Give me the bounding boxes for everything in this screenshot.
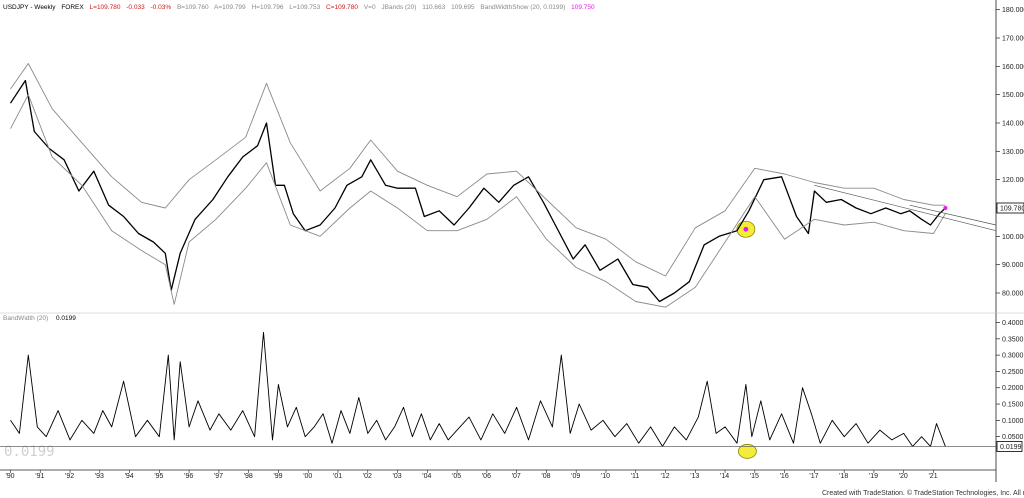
header-study2-value: 109.750: [571, 4, 595, 11]
bandwidth-tick-label: 0.3000: [1002, 353, 1024, 360]
date-tick-label: '18: [839, 473, 848, 480]
last-price-label: 109.780: [1000, 206, 1024, 213]
date-tick-label: '90: [5, 473, 14, 480]
date-tick-label: '91: [35, 473, 44, 480]
header-last: L=109.780: [90, 4, 121, 11]
date-tick-label: '95: [154, 473, 163, 480]
footer-credit: Created with TradeStation. © TradeStatio…: [822, 489, 1024, 497]
price-tick-label: 130.000: [1002, 149, 1024, 156]
price-tick-label: 100.000: [1002, 234, 1024, 241]
header-change-pct: -0.03%: [151, 4, 172, 11]
date-tick-label: '92: [65, 473, 74, 480]
date-tick-label: '09: [571, 473, 580, 480]
date-tick-label: '11: [631, 473, 640, 480]
date-tick-label: '14: [720, 473, 729, 480]
price-tick-label: 150.000: [1002, 92, 1024, 99]
date-tick-label: '19: [869, 473, 878, 480]
highlight-ellipse-bandwidth: [737, 443, 757, 459]
series-line-usdjpy: [9, 79, 946, 303]
series-line-bandwidth: [10, 331, 946, 447]
last-price-box: [996, 202, 1024, 214]
price-tick-label: 170.000: [1002, 36, 1024, 43]
lower-panel-watermark: 0.0199: [4, 444, 55, 460]
header-band-upper: 110.663: [422, 4, 445, 11]
last-bandwidth-box: [996, 441, 1023, 452]
header-ask: A=109.799: [214, 4, 246, 11]
bandwidth-tick-label: 0.3500: [1002, 336, 1024, 343]
header-symbol: USDJPY - Weekly: [3, 4, 56, 11]
marker-2021: [943, 206, 948, 210]
header-close: C=109.780: [326, 4, 358, 11]
header-market: FOREX: [61, 4, 84, 11]
date-tick-label: '10: [601, 473, 610, 480]
lower-panel-caption: BandWidth (20) 0.0199: [3, 315, 76, 322]
price-tick-label: 160.000: [1002, 64, 1024, 71]
series-line-trendline-1: [814, 184, 997, 232]
date-tick-label: '96: [184, 473, 193, 480]
date-tick-label: '17: [809, 473, 818, 480]
date-tick-label: '03: [393, 473, 402, 480]
date-tick-label: '21: [928, 473, 937, 480]
date-tick-label: '05: [452, 473, 461, 480]
date-tick-label: '15: [750, 473, 759, 480]
header-band-lower: 109.695: [451, 4, 475, 11]
bandwidth-tick-label: 0.4000: [1002, 320, 1024, 327]
price-tick-label: 120.000: [1002, 177, 1024, 184]
bandwidth-tick-label: 0.2000: [1002, 385, 1024, 392]
date-tick-label: '13: [690, 473, 699, 480]
series-line-lower-band: [10, 94, 946, 308]
date-tick-label: '08: [541, 473, 550, 480]
header-volume: V=0: [364, 4, 376, 11]
bandwidth-tick-label: 0.1500: [1002, 402, 1024, 409]
price-tick-label: 80.000: [1002, 291, 1024, 298]
header-study: JBands (20): [381, 4, 416, 11]
series-line-upper-band: [10, 63, 946, 277]
lower-panel-title: BandWidth (20): [3, 315, 48, 322]
date-tick-label: '02: [363, 473, 372, 480]
header-high: H=109.796: [251, 4, 283, 11]
date-tick-label: '97: [214, 473, 223, 480]
bandwidth-tick-label: 0.2500: [1002, 369, 1024, 376]
series-line-trendline-2: [909, 204, 997, 226]
price-tick-label: 140.000: [1002, 121, 1024, 128]
date-tick-label: '00: [303, 473, 312, 480]
date-tick-label: '93: [95, 473, 104, 480]
price-tick-label: 180.000: [1002, 7, 1024, 14]
last-bandwidth-label: 0.0199: [1000, 444, 1022, 451]
date-tick-label: '07: [512, 473, 521, 480]
date-tick-label: '16: [780, 473, 789, 480]
date-tick-label: '04: [422, 473, 431, 480]
date-tick-label: '06: [482, 473, 491, 480]
date-tick-label: '94: [125, 473, 134, 480]
header-study2: BandWidthShow (20, 0.0199): [480, 4, 565, 11]
header-bid: B=109.760: [177, 4, 209, 11]
bandwidth-tick-label: 0.1000: [1002, 418, 1024, 425]
date-tick-label: '20: [899, 473, 908, 480]
date-tick-label: '99: [273, 473, 282, 480]
date-tick-label: '12: [661, 473, 670, 480]
date-tick-label: '98: [244, 473, 253, 480]
header-change: -0.033: [126, 4, 145, 11]
lower-panel-value: 0.0199: [56, 315, 76, 322]
marker-2014: [743, 226, 749, 232]
header-line: USDJPY - Weekly FOREX L=109.780 -0.033 -…: [3, 4, 595, 11]
date-tick-label: '01: [333, 473, 342, 480]
header-low: L=109.753: [289, 4, 320, 11]
price-tick-label: 90.000: [1002, 262, 1024, 269]
bandwidth-tick-label: 0.0500: [1002, 434, 1024, 441]
